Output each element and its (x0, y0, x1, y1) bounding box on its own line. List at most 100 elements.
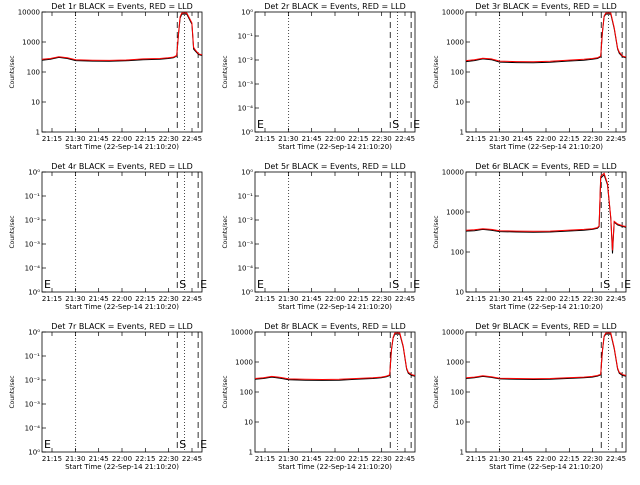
y-tick-label: 100 (27, 69, 40, 77)
x-tick-label: 22:45 (182, 455, 202, 463)
x-tick-label: 22:45 (395, 295, 415, 303)
x-tick-label: 21:30 (489, 135, 509, 143)
y-axis-label: Counts/sec (222, 55, 229, 88)
x-tick-label: 22:15 (559, 295, 579, 303)
marker-left-e: E (257, 118, 264, 131)
y-tick-label: 10⁻¹ (25, 353, 41, 361)
y-tick-label: 10⁻⁴ (25, 265, 41, 273)
x-tick-label: 21:15 (42, 455, 62, 463)
y-tick-label: 10⁻¹ (238, 193, 254, 201)
y-tick-label: 10 (455, 99, 464, 107)
x-tick-label: 22:30 (583, 455, 603, 463)
y-tick-label: 10 (244, 419, 253, 427)
y-axis-label: Counts/sec (222, 215, 229, 248)
x-tick-label: 21:15 (255, 295, 275, 303)
x-tick-label: 22:15 (348, 135, 368, 143)
x-axis-label: Start Time (22-Sep-14 21:10:20) (489, 303, 603, 311)
x-tick-label: 21:45 (302, 135, 322, 143)
y-tick-label: 10⁻³ (238, 241, 254, 249)
panel-title: Det 4r BLACK = Events, RED = LLD (51, 162, 193, 171)
x-tick-label: 22:30 (159, 295, 179, 303)
y-tick-label: 1000 (446, 209, 464, 217)
y-tick-label: 1000 (446, 359, 464, 367)
x-tick-label: 21:15 (42, 295, 62, 303)
y-tick-label: 10⁰ (28, 169, 40, 177)
y-tick-label: 10000 (231, 329, 253, 337)
x-tick-label: 22:45 (606, 295, 626, 303)
x-axis-label: Start Time (22-Sep-14 21:10:20) (278, 143, 392, 151)
panel-title: Det 6r BLACK = Events, RED = LLD (475, 162, 617, 171)
plot-frame (254, 171, 416, 293)
y-axis-label: Counts/sec (433, 375, 440, 408)
x-tick-label: 21:30 (489, 455, 509, 463)
x-tick-label: 22:00 (325, 455, 345, 463)
y-tick-label: 10⁻³ (25, 401, 41, 409)
x-tick-label: 21:15 (255, 455, 275, 463)
plot-frame (254, 11, 416, 133)
y-tick-label: 10⁻¹ (25, 193, 41, 201)
marker-s: S (392, 118, 399, 131)
marker-s: S (392, 278, 399, 291)
x-tick-label: 22:30 (372, 135, 392, 143)
x-tick-label: 22:00 (536, 455, 556, 463)
x-tick-label: 21:45 (89, 135, 109, 143)
x-tick-label: 22:45 (182, 135, 202, 143)
y-tick-label: 1000 (22, 39, 40, 47)
x-tick-label: 22:00 (536, 135, 556, 143)
y-tick-label: 10⁻³ (25, 241, 41, 249)
series-line-lld (465, 12, 627, 63)
y-tick-label: 1 (460, 129, 464, 137)
y-tick-label: 100 (451, 249, 464, 257)
x-tick-label: 21:45 (302, 455, 322, 463)
marker-e: E (413, 278, 420, 291)
y-tick-label: 100 (240, 389, 253, 397)
x-tick-label: 22:00 (325, 135, 345, 143)
plot-frame (41, 331, 203, 453)
y-tick-label: 1 (249, 449, 253, 457)
x-tick-label: 21:15 (42, 135, 62, 143)
x-tick-label: 22:45 (606, 135, 626, 143)
x-axis-label: Start Time (22-Sep-14 21:10:20) (278, 303, 392, 311)
y-tick-label: 1000 (446, 39, 464, 47)
x-tick-label: 21:15 (466, 135, 486, 143)
x-axis-label: Start Time (22-Sep-14 21:10:20) (489, 463, 603, 471)
x-tick-label: 21:15 (466, 295, 486, 303)
marker-s: S (603, 278, 610, 291)
x-axis-label: Start Time (22-Sep-14 21:10:20) (65, 463, 179, 471)
x-tick-label: 21:30 (278, 455, 298, 463)
x-axis-label: Start Time (22-Sep-14 21:10:20) (65, 303, 179, 311)
y-tick-label: 10⁻² (25, 377, 41, 385)
y-tick-label: 10⁻⁴ (25, 425, 41, 433)
marker-left-e: E (44, 438, 51, 451)
series-line-lld (41, 12, 203, 61)
y-tick-label: 10⁻³ (238, 81, 254, 89)
x-tick-label: 22:15 (559, 455, 579, 463)
y-axis-label: Counts/sec (222, 375, 229, 408)
y-tick-label: 1 (460, 449, 464, 457)
x-tick-label: 22:00 (112, 135, 132, 143)
x-tick-label: 21:30 (278, 295, 298, 303)
y-tick-label: 1 (36, 129, 40, 137)
y-tick-label: 10⁻⁴ (238, 105, 254, 113)
x-tick-label: 22:15 (559, 135, 579, 143)
x-tick-label: 22:30 (372, 455, 392, 463)
x-tick-label: 22:45 (606, 455, 626, 463)
x-tick-label: 21:30 (65, 295, 85, 303)
panel-title: Det 7r BLACK = Events, RED = LLD (51, 322, 193, 331)
panel-title: Det 2r BLACK = Events, RED = LLD (264, 2, 406, 11)
plot-frame (41, 11, 203, 133)
x-tick-label: 21:30 (278, 135, 298, 143)
panel-title: Det 3r BLACK = Events, RED = LLD (475, 2, 617, 11)
x-tick-label: 21:30 (489, 295, 509, 303)
y-tick-label: 10000 (442, 329, 464, 337)
y-tick-label: 10000 (18, 9, 40, 17)
detector-panel-3: Det 3r BLACK = Events, RED = LLD 21:15 21:… (433, 2, 627, 151)
marker-s: S (179, 278, 186, 291)
x-tick-label: 22:45 (395, 135, 415, 143)
x-tick-label: 22:00 (325, 295, 345, 303)
marker-s: S (179, 438, 186, 451)
